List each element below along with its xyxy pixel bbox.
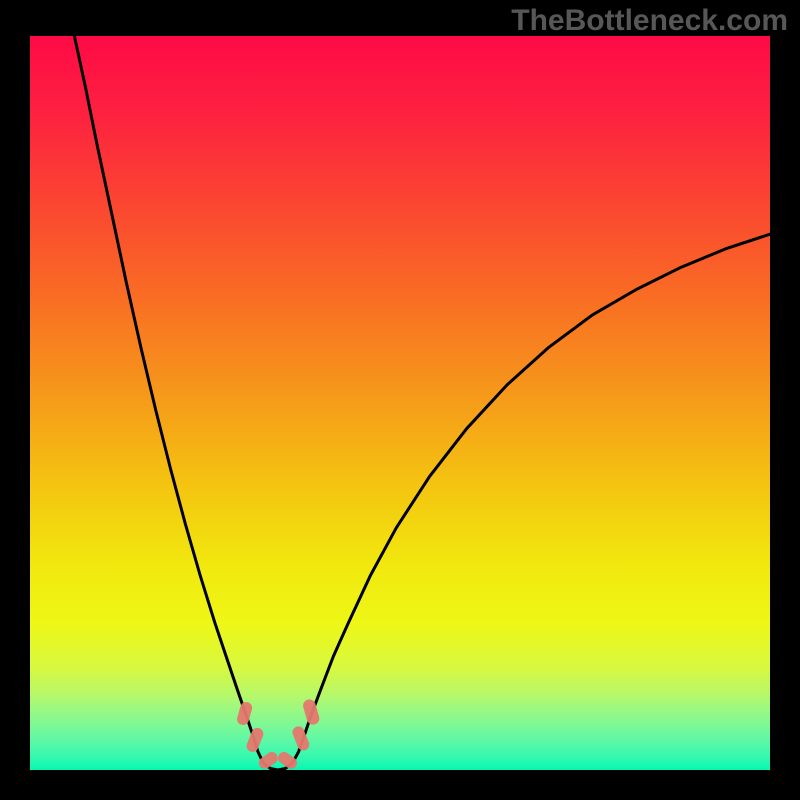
watermark-text: TheBottleneck.com <box>511 4 788 38</box>
plot-area <box>30 36 770 770</box>
chart-container: TheBottleneck.com <box>0 0 800 800</box>
